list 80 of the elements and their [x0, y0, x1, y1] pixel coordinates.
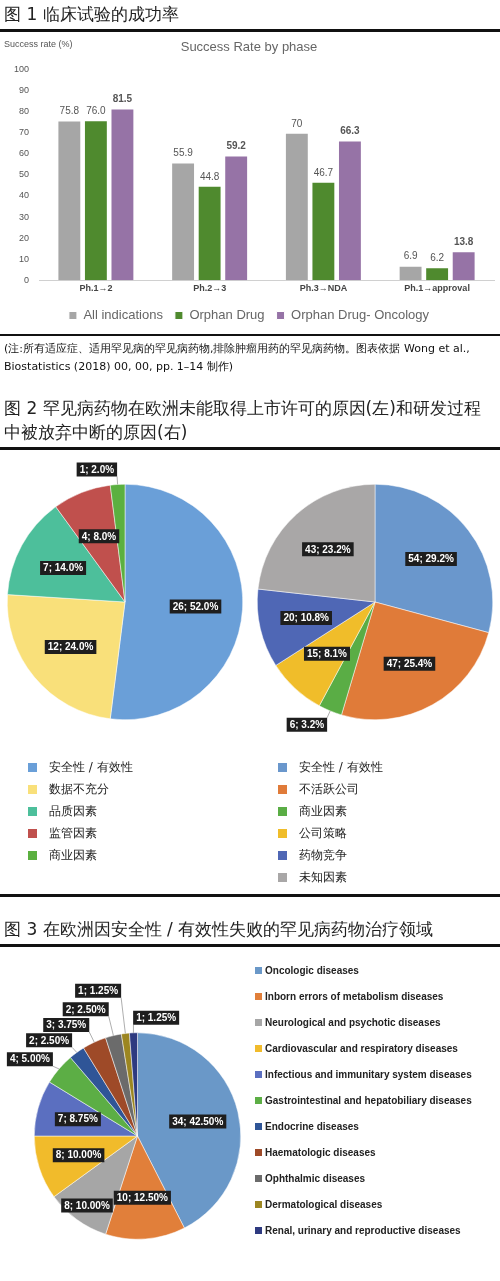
y-tick-label: 60: [19, 148, 30, 159]
data-label: 4; 5.00%: [9, 1053, 51, 1065]
data-label: 47; 25.4%: [386, 657, 433, 669]
legend-label: 品质因素: [49, 802, 97, 820]
legend-label: Neurological and psychotic diseases: [265, 1016, 441, 1028]
legend-label: Orphan Drug: [189, 307, 265, 323]
data-label: 1; 2.0%: [79, 463, 115, 475]
data-label: 75.8: [59, 105, 80, 117]
legend-label: 药物竞争: [299, 846, 347, 864]
legend-label: 安全性 / 有效性: [49, 758, 133, 776]
y-tick-label: 80: [19, 106, 30, 117]
legend-label: 商业因素: [299, 802, 347, 820]
data-label: 2; 2.50%: [65, 1003, 106, 1015]
data-label: 55.9: [173, 147, 194, 159]
text: (注:所有适应症、适用罕见病的罕见病药物,排除肿瘤用药的罕见病药物。图表依据 Wong et al., Biostatistics (2018) 00, 00, pp. 1–14 制作): [0, 334, 500, 376]
data-label: 81.5: [112, 93, 133, 105]
x-tick-label: Ph.1→2: [79, 283, 113, 294]
data-label: 15; 8.1%: [306, 648, 348, 660]
chart-title: 图 3 在欧洲因安全性 / 有效性失败的罕见病药物治疗领域: [0, 915, 500, 947]
data-label: 6; 3.2%: [289, 719, 325, 730]
legend-label: Ophthalmic diseases: [265, 1172, 366, 1184]
data-label: 3; 3.75%: [46, 1019, 87, 1031]
legend-label: 安全性 / 有效性: [299, 758, 383, 776]
y-tick-label: 20: [19, 232, 30, 243]
x-tick-label: Ph.3→NDA: [299, 283, 348, 294]
data-label: 66.3: [340, 125, 361, 137]
y-tick-label: 40: [19, 190, 30, 201]
data-label: 6.2: [430, 251, 445, 263]
y-tick-label: 100: [13, 64, 30, 75]
legend-label: 数据不充分: [49, 780, 109, 798]
data-label: 1; 1.25%: [136, 1012, 177, 1024]
data-label: 20; 10.8%: [283, 612, 330, 624]
legend-label: 公司策略: [299, 824, 347, 842]
chart-subtitle: Success Rate by phase: [180, 39, 318, 55]
data-label: 8; 10.00%: [64, 1199, 110, 1211]
y-tick-label: 30: [19, 211, 30, 222]
legend-label: 不活跃公司: [299, 780, 359, 798]
chart-title: 图 1 临床试验的成功率: [0, 0, 500, 32]
legend-label: Infectious and immunitary system diseases: [265, 1068, 472, 1080]
x-tick-label: Ph.2→3: [193, 283, 227, 294]
data-label: 59.2: [226, 140, 247, 152]
y-tick-label: 90: [19, 85, 30, 96]
data-label: 26; 52.0%: [172, 600, 219, 612]
data-label: 2; 2.50%: [29, 1034, 70, 1046]
legend-label: All indications: [83, 307, 164, 323]
legend-label: Dermatological diseases: [265, 1198, 383, 1210]
data-label: 13.8: [453, 235, 474, 247]
data-label: 44.8: [199, 170, 220, 182]
legend-label: 未知因素: [299, 868, 347, 886]
legend-label: Gastrointestinal and hepatobiliary diseases: [265, 1094, 472, 1106]
data-label: 12; 24.0%: [47, 641, 94, 653]
data-label: 6.9: [403, 250, 418, 262]
data-label: 1; 1.25%: [78, 985, 119, 997]
y-axis-title: Success rate (%): [4, 38, 73, 49]
data-label: 7; 8.75%: [57, 1113, 98, 1125]
x-tick-label: Ph.1→approval: [404, 283, 470, 294]
y-tick-label: 50: [19, 169, 30, 180]
data-label: 76.0: [86, 104, 107, 116]
legend-label: Inborn errors of metabolism diseases: [265, 990, 444, 1002]
data-label: 10; 12.50%: [116, 1192, 169, 1204]
data-label: 70: [291, 117, 303, 129]
legend-label: Haematologic diseases: [265, 1146, 376, 1158]
data-label: 34; 42.50%: [172, 1115, 224, 1127]
y-tick-label: 0: [24, 274, 30, 285]
data-label: 54; 29.2%: [408, 553, 454, 565]
legend-label: Orphan Drug- Oncology: [291, 307, 430, 323]
data-label: 43; 23.2%: [305, 543, 351, 555]
y-tick-label: 70: [19, 127, 30, 138]
legend-label: Renal, urinary and reproductive diseases: [265, 1224, 461, 1236]
data-label: 8; 10.00%: [55, 1149, 102, 1161]
legend-label: 商业因素: [49, 846, 97, 864]
y-tick-label: 10: [19, 253, 30, 264]
data-label: 4; 8.0%: [81, 530, 117, 542]
legend-label: 监管因素: [49, 824, 97, 842]
chart-title: 图 2 罕见病药物在欧洲未能取得上市许可的原因(左)和研发过程中被放弃中断的原因(右): [0, 394, 500, 450]
data-label: 7; 14.0%: [43, 562, 84, 574]
legend-label: Cardiovascular and respiratory diseases: [265, 1042, 458, 1054]
legend-label: Oncologic diseases: [265, 964, 359, 976]
legend-label: Endocrine diseases: [265, 1120, 359, 1132]
data-label: 46.7: [313, 166, 334, 178]
